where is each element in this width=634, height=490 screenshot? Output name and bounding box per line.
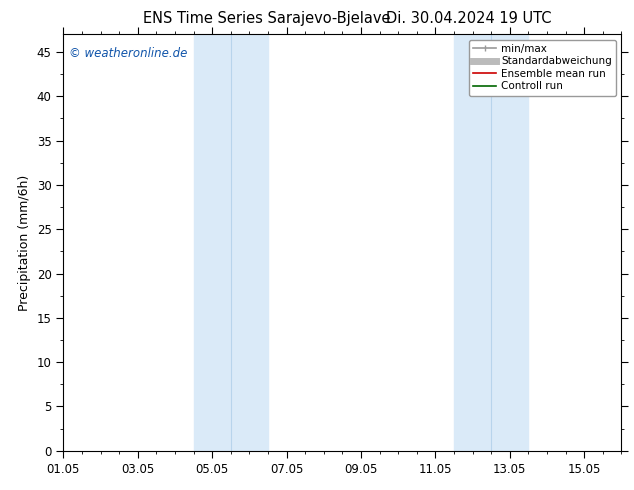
Legend: min/max, Standardabweichung, Ensemble mean run, Controll run: min/max, Standardabweichung, Ensemble me…	[469, 40, 616, 96]
Bar	[193, 34, 268, 451]
Text: Di. 30.04.2024 19 UTC: Di. 30.04.2024 19 UTC	[386, 11, 552, 26]
Text: © weatheronline.de: © weatheronline.de	[69, 47, 188, 60]
Y-axis label: Precipitation (mm/6h): Precipitation (mm/6h)	[18, 174, 31, 311]
Text: ENS Time Series Sarajevo-Bjelave: ENS Time Series Sarajevo-Bjelave	[143, 11, 390, 26]
Bar	[454, 34, 528, 451]
